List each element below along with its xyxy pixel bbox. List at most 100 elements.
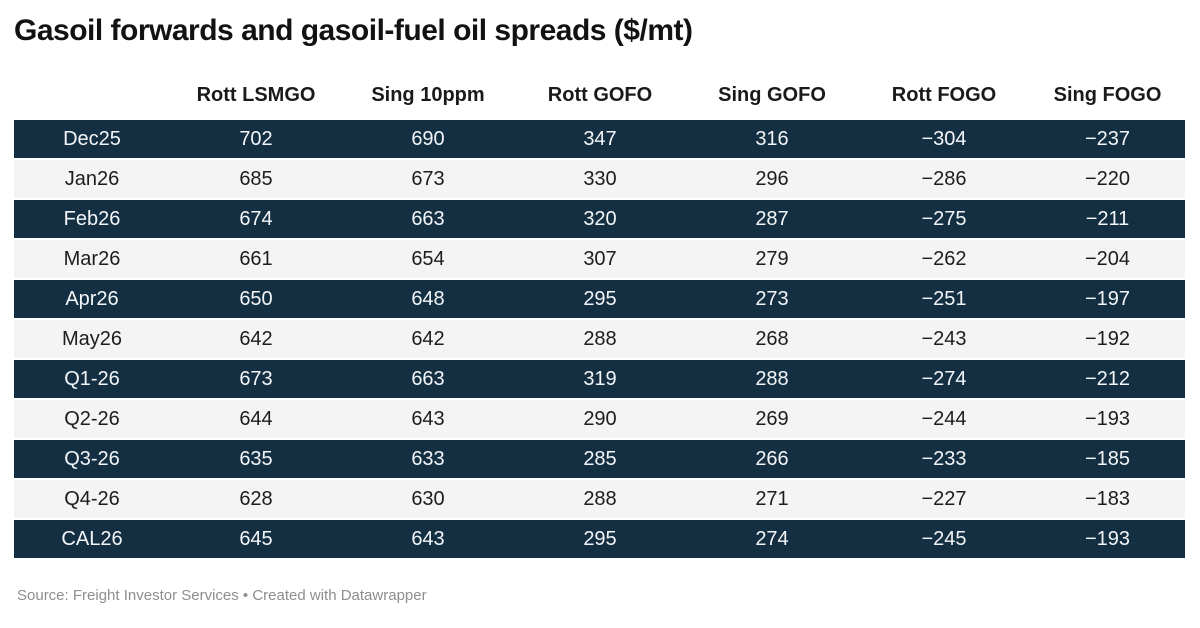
table-cell: 643 <box>411 407 445 430</box>
table-cell: −183 <box>1084 487 1131 510</box>
table-cell: 288 <box>755 367 789 390</box>
table-row: Dec25 702 690 347 316 −304 −237 <box>14 120 1185 159</box>
table-cell: −275 <box>921 207 967 230</box>
table-cell: 271 <box>755 487 789 510</box>
table-cell: −251 <box>921 287 967 310</box>
column-header: Rott GOFO <box>547 84 653 106</box>
table-cell: 347 <box>583 127 617 150</box>
table-cell: −192 <box>1084 327 1131 350</box>
table-cell: −193 <box>1084 527 1131 550</box>
column-header: Sing GOFO <box>718 84 826 106</box>
row-label: Apr26 <box>65 287 119 310</box>
data-table: Rott LSMGO Sing 10ppm Rott GOFO Sing GOFO Ro… <box>14 84 1185 560</box>
table-row: Apr26 650 648 295 273 −251 −197 <box>14 279 1185 319</box>
table-row: Q1-26 673 663 319 288 −274 −212 <box>14 359 1185 399</box>
table-cell: −197 <box>1084 287 1131 310</box>
table-cell: 319 <box>583 367 617 390</box>
table-cell: −274 <box>921 367 967 390</box>
table-cell: −243 <box>921 327 967 350</box>
table-cell: −245 <box>921 527 967 550</box>
table-cell: −262 <box>921 247 967 270</box>
table-cell: 295 <box>583 287 617 310</box>
table-cell: −193 <box>1084 407 1131 430</box>
table-cell: 628 <box>239 487 273 510</box>
table-cell: 269 <box>755 407 789 430</box>
table-row: Feb26 674 663 320 287 −275 −211 <box>14 199 1185 239</box>
table-cell: 702 <box>239 127 273 150</box>
column-header: Sing 10ppm <box>371 84 485 106</box>
table-row: May26 642 642 288 268 −243 −192 <box>14 319 1185 359</box>
table-header-row: Rott LSMGO Sing 10ppm Rott GOFO Sing GOFO Ro… <box>14 84 1185 120</box>
table-cell: 287 <box>755 207 789 230</box>
table-cell: 633 <box>411 447 445 470</box>
table-cell: −304 <box>921 127 967 150</box>
table-cell: −211 <box>1085 207 1130 230</box>
table-row: Jan26 685 673 330 296 −286 −220 <box>14 159 1185 199</box>
table-cell: 279 <box>755 247 789 270</box>
table-cell: 673 <box>411 167 445 190</box>
table-cell: 643 <box>411 527 445 550</box>
table-cell: 644 <box>239 407 273 430</box>
table-row: Q4-26 628 630 288 271 −227 −183 <box>14 479 1185 519</box>
table-cell: −227 <box>921 487 967 510</box>
row-label: Q4-26 <box>64 487 120 510</box>
table-cell: 642 <box>239 327 273 350</box>
table-cell: 330 <box>583 167 617 190</box>
table-cell: 648 <box>411 287 445 310</box>
column-header-empty <box>14 84 170 120</box>
row-label: Q3-26 <box>64 447 120 470</box>
table-cell: −212 <box>1084 367 1131 390</box>
row-label: Feb26 <box>63 207 121 230</box>
row-label: Q2-26 <box>64 407 120 430</box>
table-row: Q3-26 635 633 285 266 −233 −185 <box>14 439 1185 479</box>
table-cell: 685 <box>239 167 273 190</box>
column-header: Sing FOGO <box>1053 84 1162 106</box>
table-cell: 690 <box>411 127 445 150</box>
table-row: Q2-26 644 643 290 269 −244 −193 <box>14 399 1185 439</box>
table-cell: −204 <box>1084 247 1131 270</box>
column-header: Rott FOGO <box>891 84 997 106</box>
table-cell: −233 <box>921 447 967 470</box>
row-label: Mar26 <box>63 247 121 270</box>
table-cell: 274 <box>755 527 789 550</box>
table-cell: 288 <box>583 327 617 350</box>
row-label: Jan26 <box>64 167 120 190</box>
table-cell: 650 <box>239 287 273 310</box>
table-cell: 316 <box>755 127 789 150</box>
table-cell: 290 <box>583 407 617 430</box>
table-cell: 661 <box>239 247 273 270</box>
table-cell: 307 <box>583 247 617 270</box>
table-cell: 630 <box>411 487 445 510</box>
table-cell: 296 <box>755 167 789 190</box>
table-cell: −185 <box>1084 447 1131 470</box>
row-label: CAL26 <box>61 527 123 550</box>
table-cell: 285 <box>583 447 617 470</box>
row-label: Dec25 <box>63 127 121 150</box>
table-cell: 268 <box>755 327 789 350</box>
chart-title: Gasoil forwards and gasoil-fuel oil spre… <box>14 14 693 47</box>
table-cell: −237 <box>1084 127 1131 150</box>
table-row: CAL26 645 643 295 274 −245 −193 <box>14 519 1185 559</box>
table-body: Dec25 702 690 347 316 −304 −237 Jan26 685 673 330 2… <box>14 120 1185 559</box>
table-cell: 663 <box>411 367 445 390</box>
table-cell: −220 <box>1084 167 1131 190</box>
table-row: Mar26 661 654 307 279 −262 −204 <box>14 239 1185 279</box>
table-cell: 673 <box>239 367 273 390</box>
table-cell: 674 <box>239 207 273 230</box>
table-cell: 288 <box>583 487 617 510</box>
table-cell: 654 <box>411 247 445 270</box>
row-label: Q1-26 <box>64 367 120 390</box>
table-cell: −286 <box>921 167 967 190</box>
table-cell: 663 <box>411 207 445 230</box>
row-label: May26 <box>61 327 123 350</box>
table-cell: 273 <box>755 287 789 310</box>
column-header: Rott LSMGO <box>196 84 316 106</box>
table-cell: 320 <box>583 207 617 230</box>
table-cell: 635 <box>239 447 273 470</box>
table-cell: 645 <box>239 527 273 550</box>
table-cell: −244 <box>921 407 967 430</box>
table-cell: 642 <box>411 327 445 350</box>
table-cell: 266 <box>755 447 789 470</box>
table-cell: 295 <box>583 527 617 550</box>
